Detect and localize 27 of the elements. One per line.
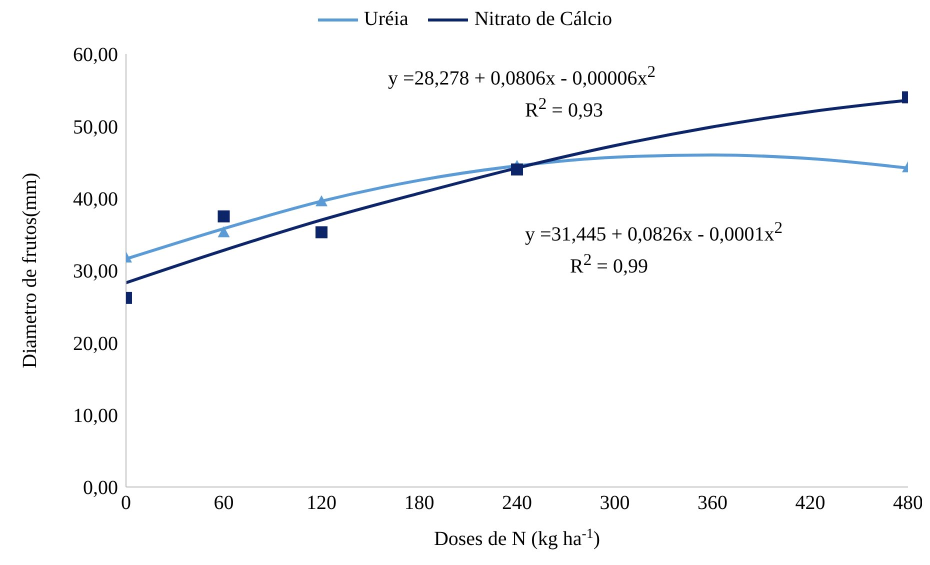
y-axis-title: Diametro de frutos(mm) (19, 172, 41, 368)
x-tick-label: 360 (698, 492, 728, 514)
y-tick-label: 0,00 (83, 477, 118, 500)
x-tick-label: 480 (893, 492, 923, 514)
x-tick-label: 420 (795, 492, 826, 514)
legend-label: Nitrato de Cálcio (474, 8, 612, 31)
point (511, 163, 523, 176)
x-tick-label: 240 (502, 492, 532, 514)
x-tick-label: 60 (214, 492, 234, 514)
annotation: y =31,445 + 0,0826x - 0,0001x$^{2}$ (525, 218, 783, 247)
annotation: R$^{2}$ = 0,93 (525, 94, 603, 123)
annotation: y =28,278 + 0,0806x - 0,00006x$^{2}$ (388, 62, 656, 91)
y-tick-label: 60,00 (73, 44, 118, 66)
x-tick-label: 300 (600, 492, 630, 514)
annotation: R$^{2}$ = 0,99 (570, 250, 648, 279)
x-tick-label: 120 (306, 492, 336, 514)
point (316, 226, 328, 238)
legend-label: Uréia (364, 8, 408, 31)
x-axis-title: Doses de N (kg ha$^{-1}$) (434, 526, 600, 550)
point (218, 210, 230, 222)
y-tick-label: 20,00 (73, 332, 118, 355)
y-tick-label: 50,00 (73, 116, 118, 138)
y-tick-label: 10,00 (73, 404, 118, 427)
y-tick-label: 40,00 (73, 188, 118, 210)
x-tick-label: 0 (121, 492, 131, 514)
y-tick-label: 30,00 (73, 260, 118, 283)
x-tick-label: 180 (404, 492, 434, 514)
